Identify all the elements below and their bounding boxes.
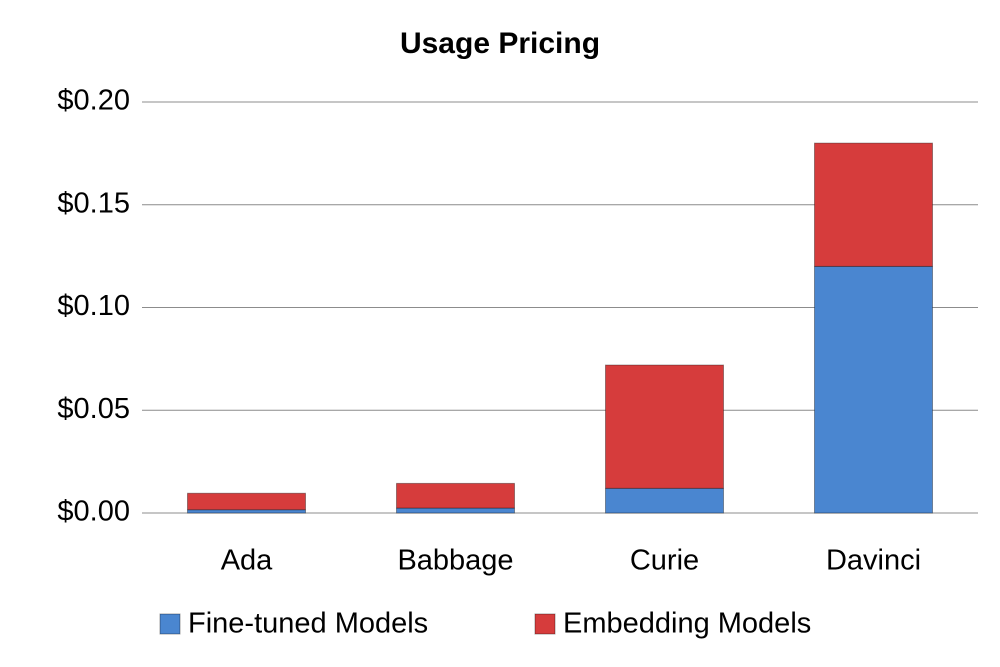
legend-label: Embedding Models bbox=[563, 608, 811, 640]
y-tick-label: $0.05 bbox=[57, 393, 130, 425]
bar-segment bbox=[605, 487, 724, 514]
legend-swatch bbox=[534, 613, 556, 635]
bar-segment bbox=[814, 265, 933, 514]
bar-segment bbox=[187, 492, 306, 511]
bar-segment bbox=[814, 142, 933, 267]
x-tick-label: Davinci bbox=[826, 545, 921, 577]
x-tick-label: Ada bbox=[221, 545, 273, 577]
y-tick-label: $0.00 bbox=[57, 496, 130, 528]
bar-segment bbox=[605, 364, 724, 489]
y-tick-label: $0.10 bbox=[57, 290, 130, 322]
y-tick-label: $0.20 bbox=[57, 85, 130, 117]
y-tick-label: $0.15 bbox=[57, 187, 130, 219]
legend-label: Fine-tuned Models bbox=[188, 608, 428, 640]
legend-swatch bbox=[159, 613, 181, 635]
x-tick-label: Curie bbox=[630, 545, 699, 577]
chart-title: Usage Pricing bbox=[400, 27, 600, 60]
bar-segment bbox=[396, 507, 515, 514]
x-tick-label: Babbage bbox=[397, 545, 513, 577]
bar-segment bbox=[396, 482, 515, 509]
